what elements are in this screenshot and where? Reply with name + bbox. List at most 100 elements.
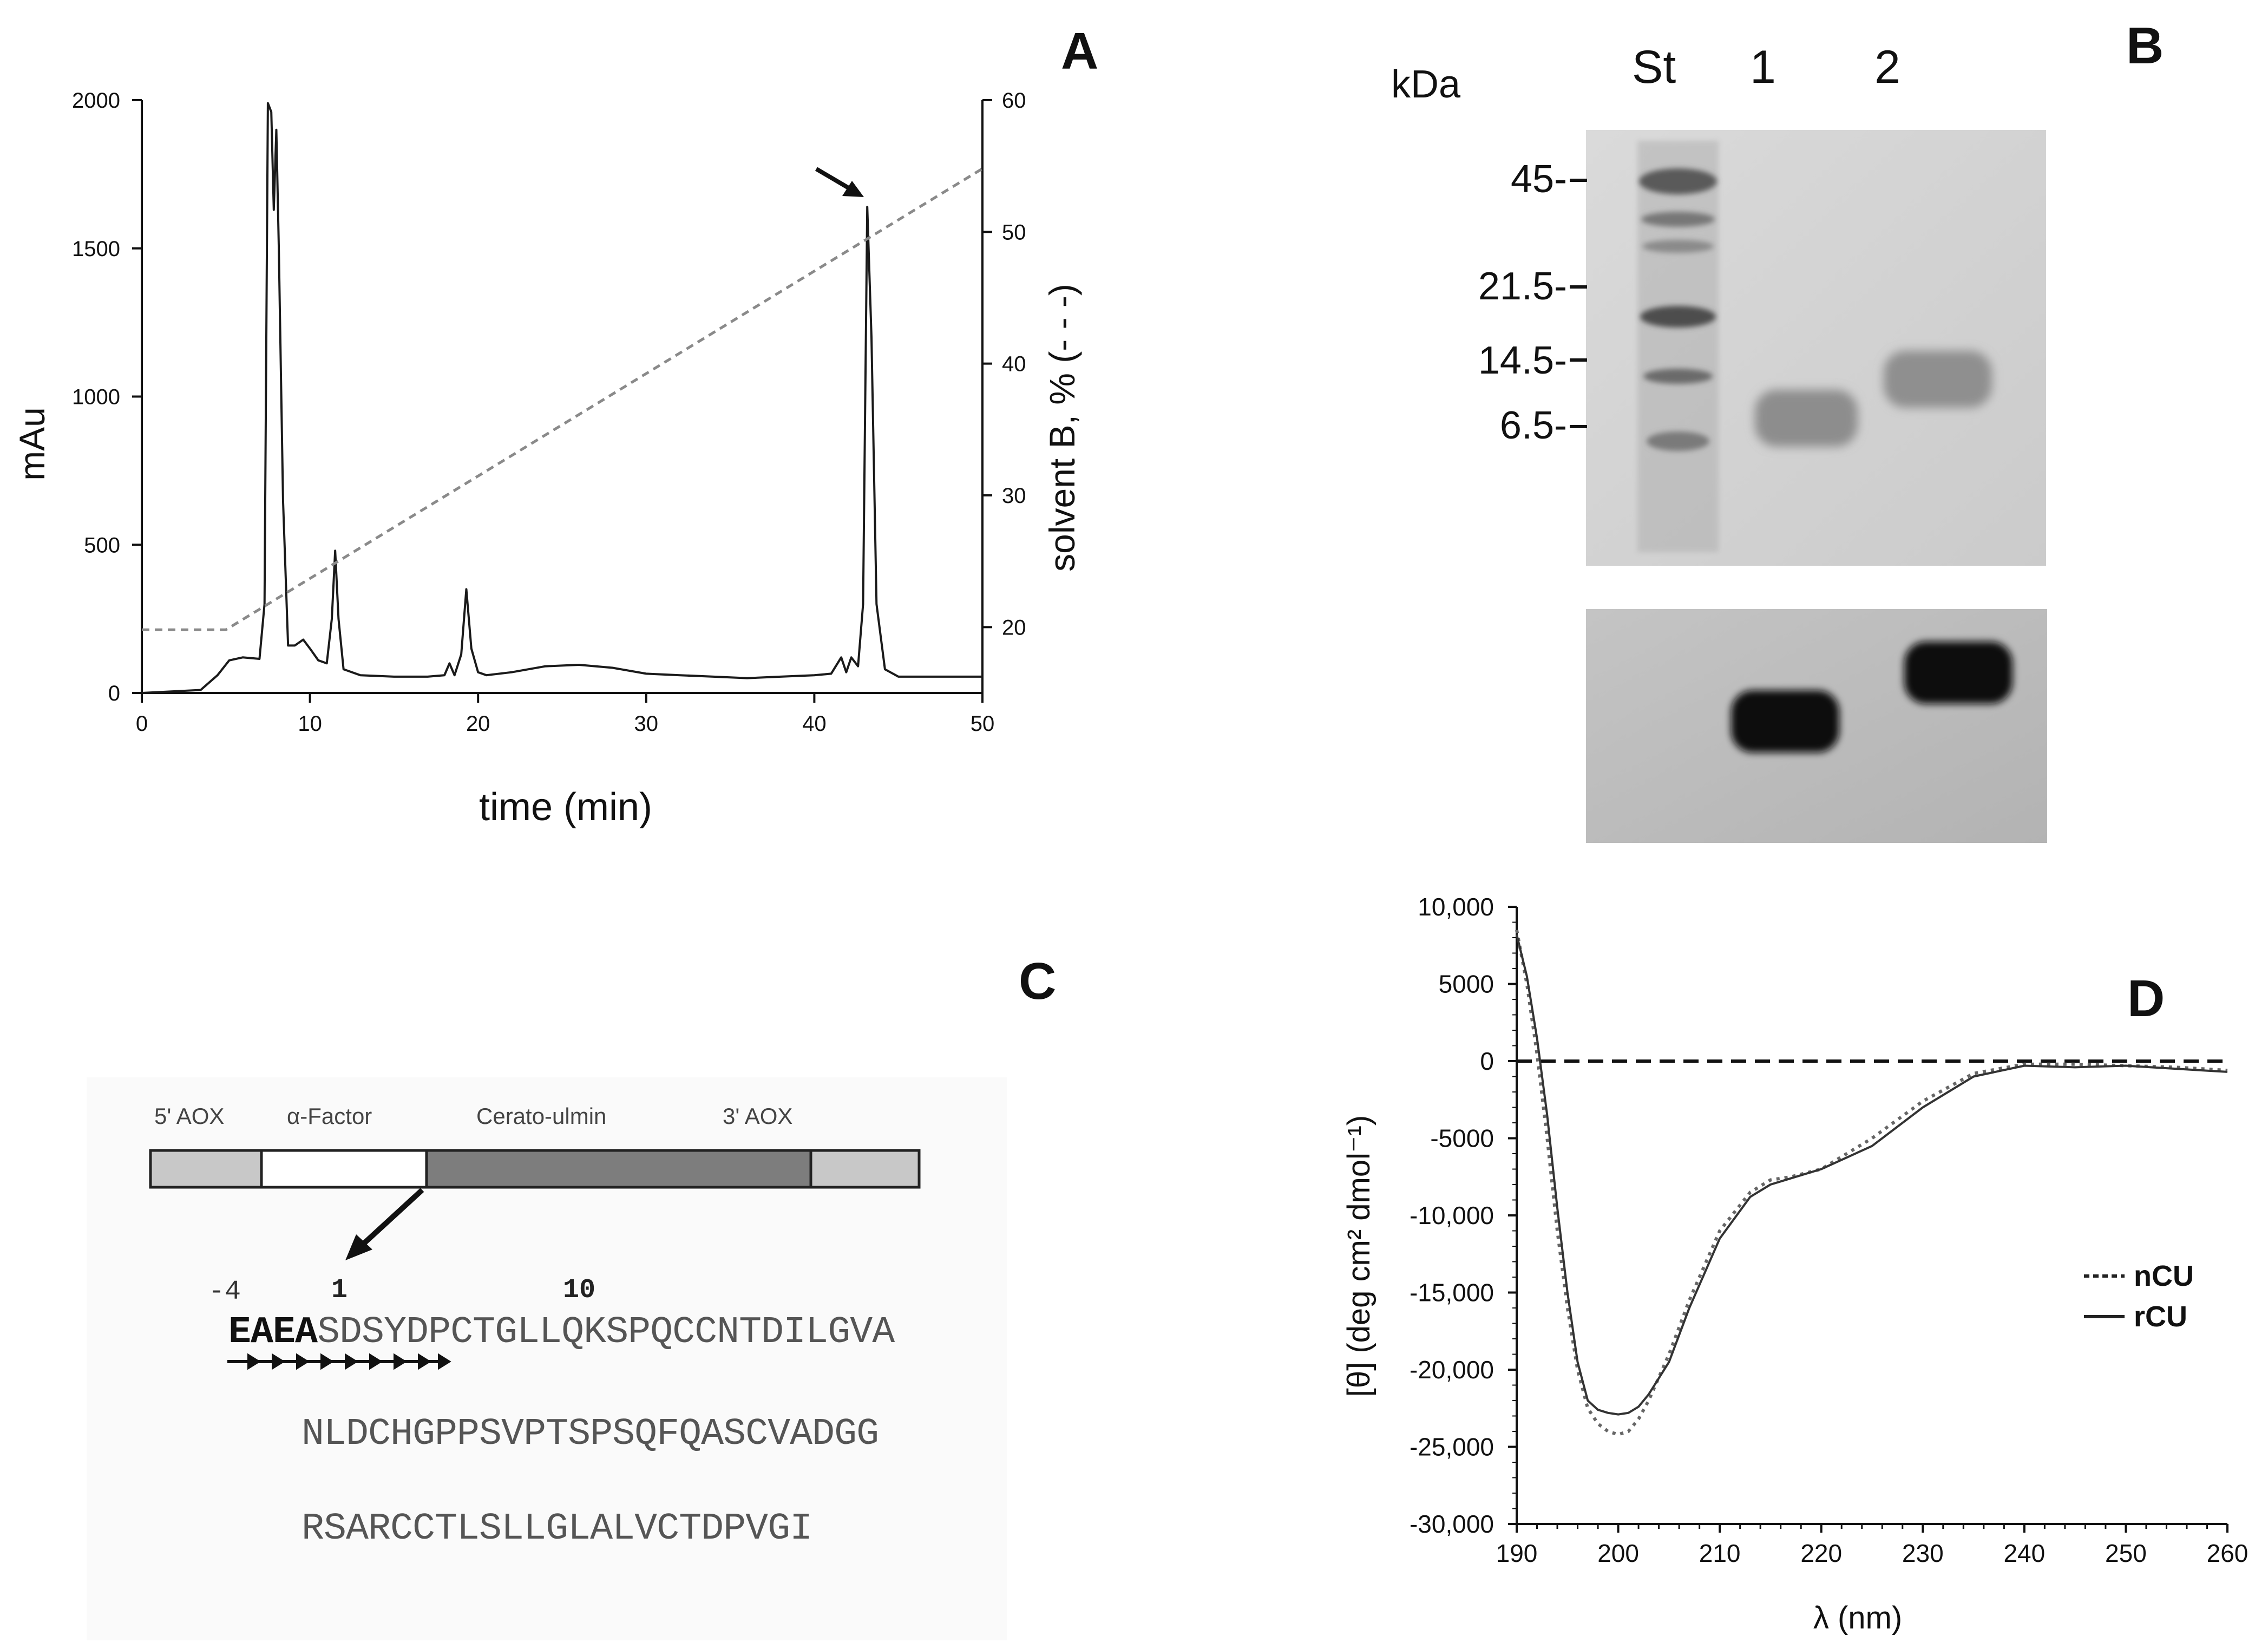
western-blot xyxy=(1586,609,2047,843)
chart-d-xlabel: λ (nm) xyxy=(1813,1600,1902,1636)
standard-lane-smear xyxy=(1637,141,1719,552)
chart-a-y2-tick-label: 50 xyxy=(1002,220,1026,244)
segment-label-cerato-ulmin: Cerato-ulmin xyxy=(476,1103,607,1129)
blot-lane-2-band xyxy=(1904,642,2013,704)
construct-diagram xyxy=(149,1149,921,1370)
panel-label-c: C xyxy=(1019,952,1057,1010)
chart-a-x-tick-label: 40 xyxy=(802,712,827,736)
marker-label-45: 45- xyxy=(1510,158,1567,201)
chart-a-xlabel: time (min) xyxy=(479,786,652,829)
chart-d-y-tick-label: 10,000 xyxy=(1418,893,1494,921)
lane-2-band xyxy=(1884,351,1992,408)
segment-label-5aox: 5' AOX xyxy=(154,1103,225,1129)
segment-alpha-factor xyxy=(260,1149,428,1189)
chart-d-y-tick-label: -25,000 xyxy=(1410,1433,1494,1461)
sequence-line-1: EAEASDSYDPCTGLLQKSPQCCNTDILGVA xyxy=(228,1311,895,1354)
chart-d-ylabel: [θ] (deg cm² dmol⁻¹) xyxy=(1341,1115,1376,1397)
blot-lane-1-band xyxy=(1731,690,1839,753)
panel-label-d: D xyxy=(2127,970,2165,1028)
marker-label-21-5: 21.5- xyxy=(1478,265,1567,308)
chart-a-y-tick-label: 1500 xyxy=(72,237,120,261)
chart-d-y-tick-label: 0 xyxy=(1480,1047,1494,1075)
chart-a-marks xyxy=(141,102,984,694)
chart-d-x-tick-label: 250 xyxy=(2105,1539,2147,1567)
chart-a-ylabel-left: mAu xyxy=(12,407,52,481)
panel-label-b: B xyxy=(2126,17,2164,75)
solvent-gradient-line xyxy=(142,167,984,631)
marker-label-14-5: 14.5- xyxy=(1478,339,1567,382)
chart-d-y-tick-label: -30,000 xyxy=(1410,1510,1494,1538)
peak-arrow-icon xyxy=(815,167,864,197)
marker-band-45 xyxy=(1639,168,1717,194)
chart-a-ylabel-right: solvent B, % (- - -) xyxy=(1042,284,1082,572)
sequence-line-3: RSARCCTLSLLGLALVCTDPVGI xyxy=(301,1508,812,1551)
chart-a-y-tick-label: 2000 xyxy=(72,89,120,113)
numbering-minus-4: -4 xyxy=(208,1277,241,1307)
chart-d-y-tick-label: -15,000 xyxy=(1410,1279,1494,1307)
sequence-line-1-rest: SDSYDPCTGLLQKSPQCCNTDILGVA xyxy=(317,1311,895,1354)
lane-label-2: 2 xyxy=(1874,41,1900,93)
sds-page-gel xyxy=(1586,130,2046,566)
chart-d-x-tick-label: 260 xyxy=(2207,1539,2249,1567)
series-ncu-line xyxy=(1515,930,2228,1436)
kda-label: kDa xyxy=(1391,63,1461,106)
marker-label-6-5: 6.5- xyxy=(1499,404,1567,447)
series-rcu-line xyxy=(1516,934,2228,1416)
chart-a-y-tick-label: 0 xyxy=(108,682,120,705)
cleavage-arrow-icon xyxy=(345,1188,424,1260)
segment-cerato-ulmin xyxy=(425,1149,812,1189)
chart-a-x-tick-label: 0 xyxy=(136,712,148,736)
chart-d-axes: 190 200 210 220 230 240 250 260 -30,000 -25,000 -2… xyxy=(1410,893,2248,1567)
sequence-line-2: NLDCHGPPSVPTSPSQFQASCVADGG xyxy=(301,1413,879,1456)
chart-d-cd-spectrum: 190 200 210 220 230 240 250 260 -30,000 -25,000 -2… xyxy=(1341,893,2248,1636)
marker-ticks xyxy=(1570,179,1587,428)
numbering-10: 10 xyxy=(563,1275,596,1306)
marker-band-6-5 xyxy=(1647,431,1709,451)
legend-label-rcu: rCU xyxy=(2134,1300,2187,1333)
chart-d-marks xyxy=(1515,930,2228,1436)
chart-d-legend: nCU rCU xyxy=(2084,1260,2194,1333)
chart-a-y-tick-label: 1000 xyxy=(72,385,120,409)
chart-d-x-tick-label: 230 xyxy=(1902,1539,1944,1567)
marker-band-upper-3 xyxy=(1642,240,1714,253)
chart-a-x-tick-label: 20 xyxy=(466,712,490,736)
chart-a-x-tick-label: 50 xyxy=(971,712,995,736)
lane-1-band xyxy=(1755,390,1858,447)
chart-d-y-tick-label: -20,000 xyxy=(1410,1356,1494,1384)
marker-band-14-5 xyxy=(1643,369,1713,384)
chart-d-x-tick-label: 190 xyxy=(1496,1539,1538,1567)
panel-c: 5' AOX α-Factor Cerato-ulmin 3' AOX xyxy=(87,1077,1007,1640)
chart-a-y2-tick-label: 40 xyxy=(1002,352,1026,376)
sequence-eaea: EAEA xyxy=(228,1311,318,1354)
absorbance-trace xyxy=(141,102,982,694)
panel-label-a: A xyxy=(1061,22,1099,80)
segment-5aox xyxy=(149,1149,263,1189)
processing-site-underline xyxy=(227,1353,451,1370)
segment-label-3aox: 3' AOX xyxy=(723,1103,793,1129)
chart-a-y2-tick-label: 60 xyxy=(1002,89,1026,113)
marker-band-upper-2 xyxy=(1641,212,1715,227)
chart-a-x-tick-label: 30 xyxy=(634,712,659,736)
chart-d-x-tick-label: 220 xyxy=(1800,1539,1842,1567)
chart-a-y2-tick-label: 20 xyxy=(1002,616,1026,639)
chart-a-x-tick-label: 10 xyxy=(298,712,322,736)
chart-d-y-tick-label: -5000 xyxy=(1430,1124,1494,1153)
segment-label-alpha-factor: α-Factor xyxy=(287,1103,372,1129)
chart-d-x-tick-label: 210 xyxy=(1699,1539,1741,1567)
segment-3aox xyxy=(809,1149,921,1189)
legend-label-ncu: nCU xyxy=(2134,1260,2194,1292)
panel-b: kDa St 1 2 45- 21.5- 14.5- 6.5- xyxy=(1275,0,2268,877)
numbering-1: 1 xyxy=(331,1275,348,1306)
chart-d-x-tick-label: 240 xyxy=(2003,1539,2045,1567)
chart-d-y-tick-label: -10,000 xyxy=(1410,1201,1494,1229)
lane-label-st: St xyxy=(1632,41,1676,93)
chart-d-y-tick-label: 5000 xyxy=(1439,970,1494,998)
chart-d-x-tick-label: 200 xyxy=(1597,1539,1639,1567)
lane-label-1: 1 xyxy=(1750,41,1776,93)
chart-a-y-tick-label: 500 xyxy=(84,533,120,557)
chart-a-y2-tick-label: 30 xyxy=(1002,484,1026,508)
marker-band-21-5 xyxy=(1640,306,1716,328)
